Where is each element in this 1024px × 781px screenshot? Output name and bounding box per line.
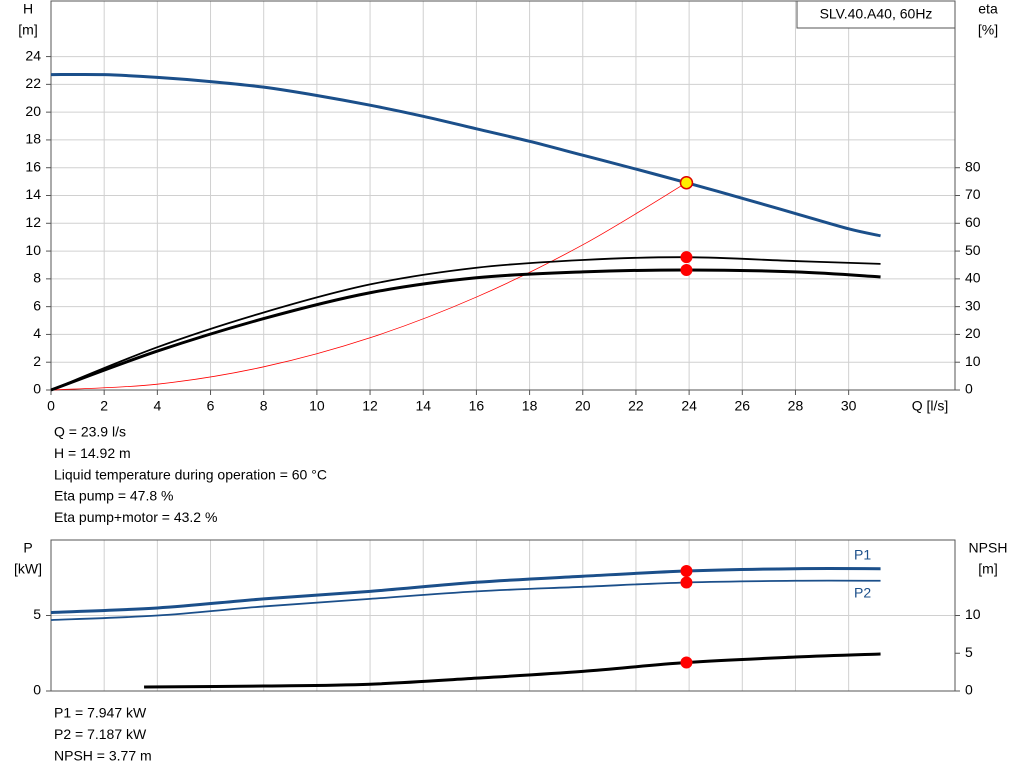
x-tick-label: 22 — [628, 398, 644, 414]
x-tick-label: 26 — [735, 398, 751, 414]
series-label: P2 — [854, 584, 871, 600]
info-line: P2 = 7.187 kW — [54, 726, 147, 742]
series-line — [50, 182, 687, 391]
y-tick-label: 12 — [25, 214, 41, 230]
x-tick-label: 24 — [681, 398, 697, 414]
series-line — [144, 652, 881, 689]
y-tick-label: 0 — [33, 381, 41, 397]
info-line: Liquid temperature during operation = 60… — [54, 466, 327, 482]
y-axis-label: H — [23, 1, 33, 17]
y-axis-label: P — [23, 540, 32, 556]
legend-box-label: SLV.40.A40, 60Hz — [820, 6, 933, 22]
x-tick-label: 18 — [522, 398, 538, 414]
series-line — [50, 256, 881, 391]
operating-point — [680, 565, 693, 578]
operating-point — [680, 263, 693, 276]
x-tick-label: 8 — [260, 398, 268, 414]
y2-tick-label: 30 — [965, 297, 981, 313]
series-label: P1 — [854, 546, 871, 562]
y2-tick-label: 10 — [965, 606, 981, 622]
info-line: Q = 23.9 l/s — [54, 424, 126, 440]
y2-tick-label: 50 — [965, 242, 981, 258]
operating-point — [680, 251, 693, 264]
y-tick-label: 2 — [33, 353, 41, 369]
info-line: Eta pump = 47.8 % — [54, 488, 173, 504]
y-tick-label: 4 — [33, 325, 41, 341]
y-tick-label: 24 — [25, 47, 41, 63]
y2-tick-label: 5 — [965, 644, 973, 660]
operating-point — [680, 576, 693, 589]
x-axis-label: Q [l/s] — [912, 398, 949, 414]
y-tick-label: 22 — [25, 75, 41, 91]
x-tick-label: 0 — [47, 398, 55, 414]
x-tick-label: 30 — [841, 398, 857, 414]
y2-tick-label: 10 — [965, 353, 981, 369]
y-tick-label: 16 — [25, 158, 41, 174]
y2-tick-label: 0 — [965, 381, 973, 397]
x-tick-label: 20 — [575, 398, 591, 414]
y-tick-label: 14 — [25, 186, 41, 202]
x-tick-label: 12 — [362, 398, 378, 414]
x-tick-label: 2 — [100, 398, 108, 414]
y2-tick-label: 20 — [965, 325, 981, 341]
x-tick-label: 14 — [415, 398, 431, 414]
y2-tick-label: 0 — [965, 682, 973, 698]
x-tick-label: 10 — [309, 398, 325, 414]
info-line: P1 = 7.947 kW — [54, 705, 147, 721]
y-tick-label: 18 — [25, 131, 41, 147]
y2-tick-label: 80 — [965, 158, 981, 174]
operating-point — [679, 175, 694, 190]
series-line — [50, 567, 881, 614]
y2-tick-label: 60 — [965, 214, 981, 230]
y-tick-label: 20 — [25, 103, 41, 119]
info-line: H = 14.92 m — [54, 445, 131, 461]
y2-tick-label: 40 — [965, 270, 981, 286]
info-line: NPSH = 3.77 m — [54, 747, 152, 763]
y2-axis-label: [m] — [978, 561, 997, 577]
series-line — [50, 268, 881, 392]
series-line — [50, 72, 881, 238]
y-axis-label: [kW] — [14, 561, 42, 577]
y2-axis-label: eta — [978, 1, 998, 17]
operating-point — [680, 656, 693, 669]
y2-axis-label: NPSH — [969, 540, 1008, 556]
x-tick-label: 16 — [469, 398, 485, 414]
series-line — [50, 579, 881, 621]
x-tick-label: 6 — [207, 398, 215, 414]
y-tick-label: 0 — [33, 682, 41, 698]
y2-axis-label: [%] — [978, 22, 998, 38]
info-line: Eta pump+motor = 43.2 % — [54, 509, 217, 525]
y-tick-label: 10 — [25, 242, 41, 258]
x-tick-label: 28 — [788, 398, 804, 414]
x-tick-label: 4 — [153, 398, 161, 414]
y-tick-label: 5 — [33, 606, 41, 622]
legend-box — [796, 0, 956, 29]
y-tick-label: 8 — [33, 270, 41, 286]
y-axis-label: [m] — [18, 22, 37, 38]
y-tick-label: 6 — [33, 297, 41, 313]
y2-tick-label: 70 — [965, 186, 981, 202]
